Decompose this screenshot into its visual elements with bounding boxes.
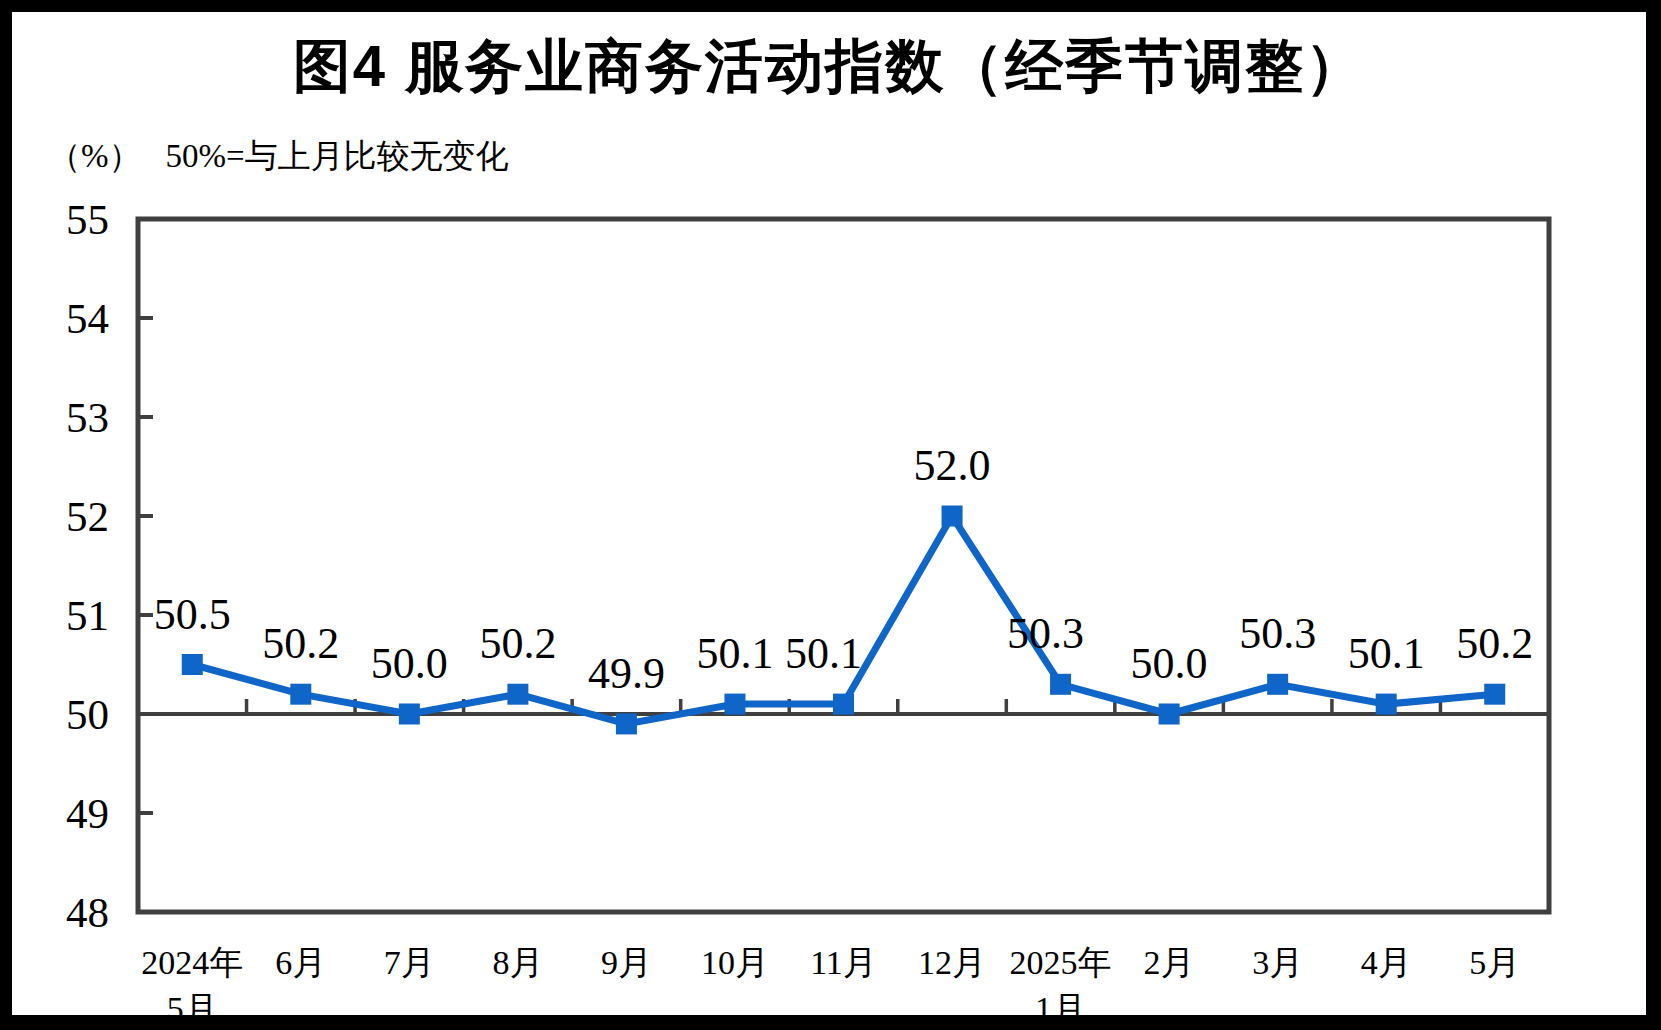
x-tick-label: 6月 (275, 940, 326, 986)
data-label: 50.2 (262, 622, 339, 666)
x-tick-label: 5月 (1469, 940, 1520, 986)
x-tick-label: 8月 (492, 940, 543, 986)
data-point-marker (1267, 674, 1288, 695)
y-tick-label: 48 (66, 891, 109, 934)
y-tick-label: 55 (66, 198, 109, 241)
y-tick-label: 51 (66, 594, 109, 637)
data-point-marker (1159, 704, 1180, 725)
y-tick-label: 50 (66, 693, 109, 736)
data-point-marker (724, 694, 745, 715)
x-tick-label: 2025年 1月 (1010, 940, 1112, 1030)
data-label: 50.2 (479, 622, 556, 666)
x-tick-label: 3月 (1252, 940, 1303, 986)
data-point-marker (507, 684, 528, 705)
x-tick-label: 9月 (601, 940, 652, 986)
data-label: 50.2 (1456, 622, 1533, 666)
data-point-marker (182, 654, 203, 675)
line-chart (12, 12, 1661, 1030)
y-tick-label: 49 (66, 792, 109, 835)
data-label: 50.5 (154, 593, 231, 637)
data-point-marker (1484, 684, 1505, 705)
y-tick-label: 53 (66, 396, 109, 439)
data-point-marker (616, 713, 637, 734)
x-tick-label: 2024年 5月 (141, 940, 243, 1030)
data-label: 50.3 (1007, 612, 1084, 656)
x-tick-label: 7月 (384, 940, 435, 986)
x-tick-label: 2月 (1144, 940, 1195, 986)
x-tick-label: 11月 (810, 940, 877, 986)
data-point-marker (290, 684, 311, 705)
data-point-marker (833, 694, 854, 715)
data-point-marker (942, 506, 963, 527)
data-point-marker (1376, 694, 1397, 715)
data-label: 50.1 (696, 632, 773, 676)
data-label: 52.0 (914, 444, 991, 488)
data-label: 50.0 (371, 642, 448, 686)
plot-border (138, 219, 1549, 912)
data-point-marker (399, 704, 420, 725)
figure-page: 图4 服务业商务活动指数（经季节调整） （%）50%=与上月比较无变化 5554… (0, 0, 1661, 1030)
data-point-marker (1050, 674, 1071, 695)
data-label: 50.1 (1348, 632, 1425, 676)
data-label: 50.3 (1239, 612, 1316, 656)
x-tick-label: 12月 (918, 940, 986, 986)
y-tick-label: 54 (66, 297, 109, 340)
x-tick-label: 10月 (701, 940, 769, 986)
y-tick-label: 52 (66, 495, 109, 538)
data-label: 50.1 (785, 632, 862, 676)
x-tick-label: 4月 (1361, 940, 1412, 986)
data-label: 50.0 (1131, 642, 1208, 686)
data-label: 49.9 (588, 652, 665, 696)
